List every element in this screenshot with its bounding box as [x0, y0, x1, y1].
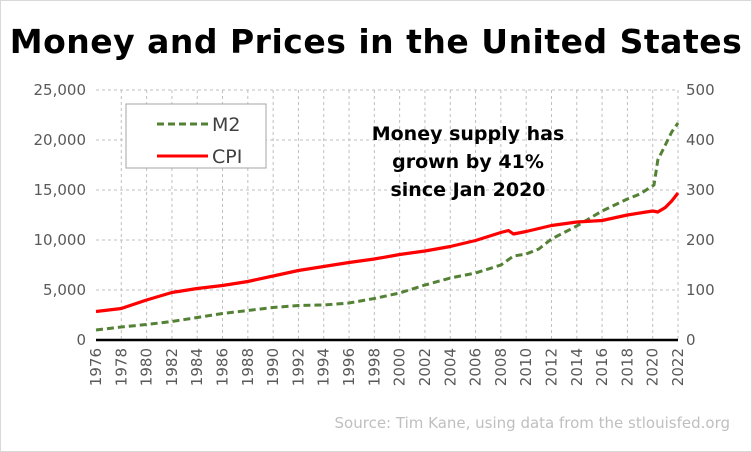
x-tick-label: 2016	[593, 348, 611, 386]
legend-label-m2: M2	[212, 114, 240, 136]
y-left-tick-label: 15,000	[34, 181, 87, 199]
y-right-tick-label: 0	[686, 331, 696, 349]
y-left-tick-label: 10,000	[34, 231, 87, 249]
x-tick-label: 1980	[138, 348, 156, 386]
annotation-line: Money supply has	[372, 123, 565, 145]
legend-label-cpi: CPI	[212, 146, 242, 168]
x-tick-label: 2008	[492, 348, 510, 386]
x-tick-label: 1982	[163, 348, 181, 386]
series-line-cpi	[95, 192, 680, 314]
series-line-m2	[95, 122, 680, 332]
x-tick-label: 2020	[644, 348, 662, 386]
y-left-tick-label: 5,000	[43, 281, 86, 299]
x-tick-label: 2022	[669, 348, 687, 386]
x-tick-label: 1986	[214, 348, 232, 386]
x-tick-label: 2002	[416, 348, 434, 386]
annotation-line: since Jan 2020	[390, 179, 545, 201]
y-right-tick-label: 500	[686, 81, 715, 99]
x-tick-label: 2006	[467, 348, 485, 386]
y-left-tick-label: 25,000	[34, 81, 87, 99]
x-tick-label: 1976	[87, 348, 105, 386]
x-tick-label: 1978	[112, 348, 130, 386]
x-tick-label: 1984	[188, 348, 206, 386]
x-tick-label: 1998	[365, 348, 383, 386]
y-right-tick-label: 100	[686, 281, 715, 299]
x-tick-label: 2014	[568, 348, 586, 386]
legend-box	[125, 103, 267, 169]
x-tick-label: 1990	[264, 348, 282, 386]
y-left-tick-label: 0	[76, 331, 86, 349]
x-tick-label: 2000	[391, 348, 409, 386]
annotation-line: grown by 41%	[392, 151, 544, 173]
y-right-tick-label: 200	[686, 231, 715, 249]
x-tick-label: 1994	[315, 348, 333, 386]
x-tick-label: 1996	[340, 348, 358, 386]
x-tick-label: 2010	[517, 348, 535, 386]
x-tick-label: 2018	[618, 348, 636, 386]
x-tick-label: 1992	[289, 348, 307, 386]
y-left-tick-label: 20,000	[34, 131, 87, 149]
y-right-tick-label: 300	[686, 181, 715, 199]
source-note: Source: Tim Kane, using data from the st…	[334, 414, 730, 432]
chart-title: Money and Prices in the United States	[9, 22, 743, 61]
x-tick-label: 1988	[239, 348, 257, 386]
x-tick-label: 2012	[542, 348, 560, 386]
x-tick-label: 2004	[441, 348, 459, 386]
y-right-tick-label: 400	[686, 131, 715, 149]
